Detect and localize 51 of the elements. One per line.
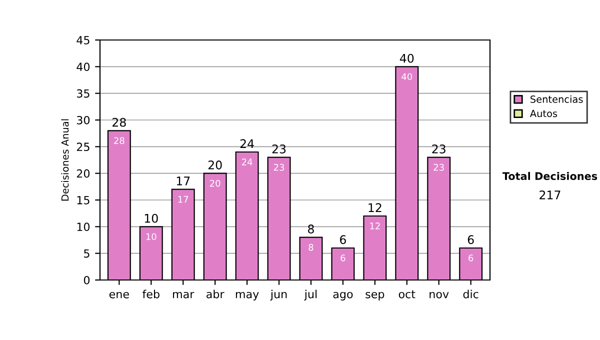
y-tick-label: 25 bbox=[76, 142, 90, 152]
y-tick-label: 0 bbox=[84, 276, 90, 284]
data-label: 24 bbox=[242, 158, 252, 166]
legend-label: Autos bbox=[530, 110, 558, 118]
x-tick-label: abr bbox=[206, 290, 224, 298]
total-label: 40 bbox=[400, 54, 414, 63]
x-tick-label: mar bbox=[173, 292, 194, 298]
x-tick-label: nov bbox=[430, 292, 449, 298]
y-tick-label: 10 bbox=[77, 222, 90, 232]
data-label: 23 bbox=[274, 164, 284, 171]
data-label: 6 bbox=[468, 254, 474, 262]
y-tick-label: 20 bbox=[76, 169, 90, 178]
y-tick-label: 15 bbox=[77, 196, 90, 204]
x-tick-label: oct bbox=[398, 290, 416, 298]
total-label: 10 bbox=[144, 214, 158, 223]
y-tick-label: 5 bbox=[84, 249, 90, 258]
total-label: 24 bbox=[240, 139, 254, 148]
total-label: 8 bbox=[308, 224, 314, 234]
x-tick-label: jul bbox=[304, 290, 317, 300]
total-label: 6 bbox=[340, 235, 346, 244]
x-tick-label: ago bbox=[333, 292, 353, 300]
y-tick-label: 40 bbox=[76, 62, 90, 72]
text: 217 bbox=[540, 190, 560, 200]
x-tick-label: ene bbox=[109, 292, 129, 298]
total-label: 17 bbox=[176, 176, 190, 186]
x-tick-label: may bbox=[236, 292, 259, 300]
data-label: 40 bbox=[402, 73, 412, 80]
data-label: 20 bbox=[210, 180, 220, 187]
data-label: 6 bbox=[340, 254, 346, 262]
text: Total Decisiones bbox=[502, 172, 598, 180]
data-label: 17 bbox=[178, 196, 188, 203]
legend-label: Sentencias bbox=[530, 95, 583, 103]
y-tick-label: 45 bbox=[76, 36, 90, 44]
total-label: 28 bbox=[112, 118, 126, 127]
data-label: 10 bbox=[146, 233, 156, 240]
x-tick-label: feb bbox=[142, 290, 160, 298]
x-tick-label: dic bbox=[463, 290, 478, 298]
y-tick-label: 30 bbox=[76, 116, 90, 124]
total-label: 20 bbox=[208, 160, 222, 170]
data-label: 23 bbox=[434, 164, 444, 171]
data-label: 12 bbox=[370, 222, 380, 230]
x-tick-label: sep bbox=[366, 292, 384, 300]
data-label: 8 bbox=[308, 244, 314, 251]
y-axis-title: Decisiones Anual bbox=[61, 119, 69, 201]
data-label: 28 bbox=[114, 137, 124, 144]
total-label: 23 bbox=[432, 144, 446, 154]
total-label: 12 bbox=[368, 203, 382, 212]
y-tick-label: 35 bbox=[76, 89, 90, 98]
x-tick-label: jun bbox=[270, 290, 287, 300]
total-label: 6 bbox=[468, 235, 474, 244]
total-label: 23 bbox=[272, 144, 286, 154]
